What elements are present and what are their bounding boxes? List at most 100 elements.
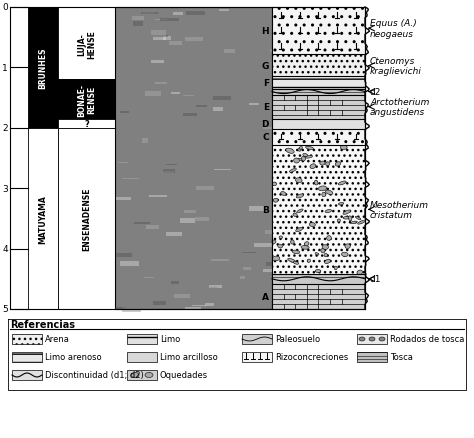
Ellipse shape	[303, 154, 308, 157]
Text: Paleosuelo: Paleosuelo	[275, 335, 320, 344]
Ellipse shape	[314, 181, 318, 186]
Bar	[242, 352, 272, 362]
Bar	[248, 49, 259, 51]
Bar	[12, 334, 42, 344]
Bar	[12, 370, 42, 380]
Bar	[186, 12, 205, 16]
Ellipse shape	[306, 147, 313, 150]
Ellipse shape	[292, 251, 300, 254]
Text: Limo arenoso: Limo arenoso	[45, 353, 101, 362]
Bar	[164, 171, 174, 173]
Bar	[219, 10, 229, 12]
Bar	[118, 162, 128, 164]
Bar	[272, 274, 365, 284]
Ellipse shape	[326, 162, 330, 166]
Ellipse shape	[272, 183, 277, 186]
Bar	[141, 13, 157, 14]
Ellipse shape	[288, 259, 296, 263]
Bar	[263, 128, 282, 129]
Text: ?: ?	[84, 120, 89, 128]
Bar	[143, 13, 155, 16]
Bar	[173, 13, 183, 16]
Bar	[219, 186, 238, 189]
Ellipse shape	[296, 178, 302, 183]
Ellipse shape	[281, 192, 286, 196]
Bar	[171, 281, 179, 284]
Ellipse shape	[310, 164, 316, 169]
Bar	[213, 97, 231, 101]
Bar	[28, 128, 58, 309]
Text: BONAE-
RENSE: BONAE- RENSE	[77, 83, 96, 117]
Ellipse shape	[327, 236, 331, 241]
Ellipse shape	[301, 157, 305, 162]
Bar	[173, 81, 183, 85]
Ellipse shape	[315, 253, 319, 255]
Ellipse shape	[272, 257, 280, 261]
Ellipse shape	[131, 373, 139, 378]
Bar	[185, 307, 201, 310]
Ellipse shape	[296, 159, 304, 161]
Ellipse shape	[293, 214, 297, 217]
Bar	[357, 334, 387, 344]
Bar	[219, 102, 227, 105]
Text: 2: 2	[2, 124, 8, 133]
Ellipse shape	[301, 246, 309, 250]
Ellipse shape	[291, 240, 294, 244]
Ellipse shape	[340, 146, 347, 150]
Bar	[196, 187, 214, 190]
Bar	[272, 55, 365, 77]
Bar	[153, 36, 166, 41]
Bar	[238, 209, 244, 211]
Bar	[134, 223, 150, 225]
Ellipse shape	[351, 222, 357, 224]
Ellipse shape	[358, 221, 365, 225]
Ellipse shape	[305, 156, 312, 159]
Text: G: G	[262, 62, 269, 71]
Text: D: D	[262, 120, 269, 129]
Text: MATUYAMA: MATUYAMA	[38, 194, 47, 243]
Text: F: F	[263, 79, 269, 88]
Bar	[263, 269, 283, 272]
Ellipse shape	[338, 182, 346, 186]
Bar	[272, 130, 365, 145]
Text: Limo: Limo	[160, 335, 180, 344]
Text: Equus (A.)
neogaeus: Equus (A.) neogaeus	[370, 19, 417, 39]
Bar	[122, 179, 139, 180]
Ellipse shape	[296, 194, 304, 198]
Bar	[12, 352, 42, 362]
Bar	[265, 230, 276, 234]
Ellipse shape	[335, 162, 341, 167]
Bar	[151, 31, 166, 35]
Bar	[272, 77, 365, 89]
Bar	[28, 8, 58, 128]
Bar	[254, 243, 272, 248]
Bar	[268, 78, 285, 80]
Bar	[120, 112, 129, 113]
Bar	[249, 206, 264, 211]
Text: Mesotherium
cristatum: Mesotherium cristatum	[370, 200, 429, 219]
Ellipse shape	[278, 244, 283, 248]
Bar	[249, 103, 259, 106]
Ellipse shape	[325, 210, 331, 213]
Bar	[127, 334, 157, 344]
Bar	[211, 259, 229, 261]
Bar	[357, 352, 387, 362]
Text: Oquedades: Oquedades	[160, 371, 208, 380]
Text: 0: 0	[2, 4, 8, 12]
Ellipse shape	[343, 217, 350, 219]
Bar	[272, 284, 365, 309]
Ellipse shape	[145, 373, 153, 378]
Text: Discontinuidad (d1; d2): Discontinuidad (d1; d2)	[45, 371, 144, 380]
Text: Limo arcilloso: Limo arcilloso	[160, 353, 218, 362]
Bar	[116, 254, 132, 258]
Ellipse shape	[297, 209, 303, 213]
Bar	[153, 301, 165, 306]
Bar	[180, 219, 195, 224]
Ellipse shape	[326, 191, 333, 195]
Bar	[142, 139, 148, 144]
Bar	[191, 217, 201, 221]
Ellipse shape	[290, 169, 296, 173]
Text: C: C	[263, 133, 269, 142]
Ellipse shape	[379, 337, 385, 341]
Bar	[232, 84, 251, 88]
